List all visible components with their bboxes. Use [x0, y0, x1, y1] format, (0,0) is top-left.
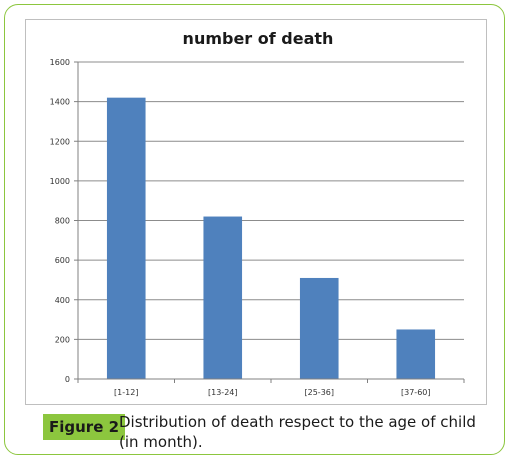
- x-tick-label: [13-24]: [208, 388, 238, 397]
- y-tick-label: 800: [55, 217, 70, 226]
- x-tick-labels: [1-12] [13-24] [25-36] [37-60]: [77, 379, 465, 397]
- x-tick-label: [1-12]: [114, 388, 138, 397]
- y-tick-label: 1400: [50, 98, 70, 107]
- bar: [106, 97, 146, 379]
- x-tick-label: [37-60]: [401, 388, 431, 397]
- figure-caption: Figure 2 Distribution of death respect t…: [43, 410, 483, 456]
- y-tick-labels: 0 200 400 600 800 1000 1200 1400 1600: [50, 58, 70, 384]
- y-tick-label: 0: [65, 375, 70, 384]
- caption-text: Distribution of death respect to the age…: [119, 413, 476, 451]
- y-tick-label: 1600: [50, 58, 70, 67]
- figure-frame: number of death 0 200 400 600 800 1000 1200 140…: [4, 4, 505, 455]
- y-tick-label: 600: [55, 256, 70, 265]
- y-tick-label: 1000: [50, 177, 70, 186]
- bar-chart: number of death 0 200 400 600 800 1000 1200 140…: [50, 29, 465, 397]
- figure-label: Figure 2: [43, 414, 126, 440]
- y-tick-label: 200: [55, 335, 70, 344]
- chart-title: number of death: [183, 29, 334, 48]
- bars: [106, 97, 436, 379]
- bar: [299, 277, 339, 379]
- y-tick-label: 400: [55, 296, 70, 305]
- y-tick-label: 1200: [50, 137, 70, 146]
- chart-container: number of death 0 200 400 600 800 1000 1200 140…: [25, 19, 487, 405]
- x-tick-label: [25-36]: [305, 388, 335, 397]
- bar: [396, 329, 436, 379]
- bar: [203, 216, 243, 379]
